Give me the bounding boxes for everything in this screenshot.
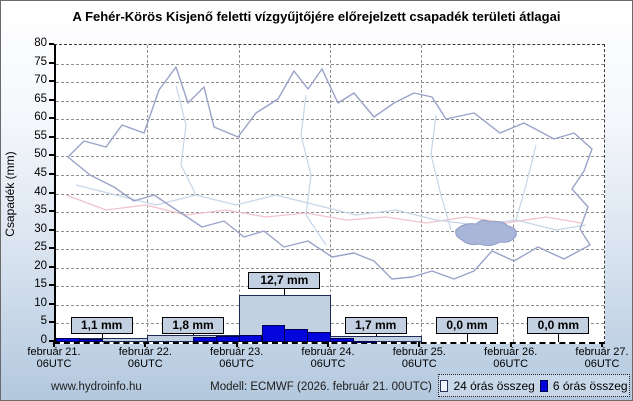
bar-6h xyxy=(261,324,286,342)
bar-6h xyxy=(284,329,309,342)
y-tick-label: 55 xyxy=(34,129,47,142)
value-label-connector xyxy=(558,334,560,342)
value-label: 1,8 mm xyxy=(162,317,224,334)
y-tick-mark xyxy=(49,228,54,231)
y-tick-label: 70 xyxy=(34,74,47,87)
bar-6h xyxy=(193,336,217,342)
y-tick-label: 0 xyxy=(40,334,47,346)
x-tick-label: február 21. 06UTC xyxy=(27,346,81,370)
y-tick-mark xyxy=(49,135,54,138)
y-tick-mark xyxy=(49,321,54,324)
x-tick-label: február 26. 06UTC xyxy=(484,346,538,370)
value-label: 0,0 mm xyxy=(527,317,590,334)
x-tick-mark xyxy=(144,342,147,347)
y-tick-label: 15 xyxy=(34,278,47,291)
y-tick-label: 45 xyxy=(34,166,47,179)
y-tick-mark xyxy=(49,117,54,120)
legend-swatch-24h xyxy=(440,379,449,392)
value-label-connector xyxy=(101,334,103,338)
y-tick-label: 5 xyxy=(40,315,47,328)
value-label-connector xyxy=(375,334,377,336)
website-link[interactable]: www.hydroinfo.hu xyxy=(51,381,142,393)
bar-6h xyxy=(56,338,80,342)
value-label-connector xyxy=(284,288,286,295)
y-tick-mark xyxy=(49,210,54,213)
y-tick-mark xyxy=(49,98,54,101)
y-tick-label: 40 xyxy=(34,185,47,198)
legend-label-24h: 24 órás összeg xyxy=(453,378,535,393)
bar-6h xyxy=(78,338,103,342)
x-tick-label: február 22. 06UTC xyxy=(118,346,172,370)
y-tick-label: 20 xyxy=(34,259,47,272)
y-tick-mark xyxy=(49,284,54,287)
lake-shape xyxy=(455,219,517,247)
gridline-v xyxy=(512,45,514,342)
legend-swatch-6h xyxy=(539,379,548,392)
y-tick-mark xyxy=(49,265,54,268)
y-tick-mark xyxy=(49,172,54,175)
y-tick-mark xyxy=(49,80,54,83)
chart-legend: 24 órás összeg 6 órás összeg xyxy=(438,374,630,397)
y-tick-mark xyxy=(49,61,54,64)
chart-title: A Fehér-Körös Kisjenő feletti vízgyűjtőj… xyxy=(72,9,561,24)
model-run-info: Modell: ECMWF (2026. február 21. 00UTC) xyxy=(210,381,432,393)
x-tick-mark xyxy=(601,342,603,347)
y-tick-label: 65 xyxy=(34,92,47,105)
y-axis-title: Csapadék (mm) xyxy=(3,151,17,237)
bar-6h xyxy=(330,337,354,342)
x-tick-label: február 23. 06UTC xyxy=(210,346,264,370)
y-tick-label: 30 xyxy=(34,222,47,235)
y-tick-mark xyxy=(49,191,54,194)
y-tick-mark xyxy=(49,247,54,250)
bar-6h xyxy=(238,335,263,342)
x-tick-label: február 24. 06UTC xyxy=(301,346,355,370)
y-tick-label: 50 xyxy=(34,148,47,161)
y-tick-label: 25 xyxy=(34,241,47,254)
x-tick-mark xyxy=(235,342,238,347)
x-tick-mark xyxy=(327,342,329,347)
plot-area: 1,1 mm 1,8 mm 12,7 mm 1,7 mm 0,0 mm 0,0 mm xyxy=(54,44,605,344)
value-label: 12,7 mm xyxy=(248,271,321,289)
gridline-v xyxy=(421,45,423,342)
y-tick-mark xyxy=(49,302,54,305)
value-label-connector xyxy=(467,334,468,342)
y-tick-label: 35 xyxy=(34,204,47,217)
bar-6h xyxy=(352,340,377,343)
y-tick-label: 80 xyxy=(34,37,47,49)
legend-label-6h: 6 órás összeg xyxy=(552,378,628,393)
y-tick-label: 75 xyxy=(34,55,47,68)
x-tick-mark xyxy=(53,342,55,347)
value-label: 1,7 mm xyxy=(344,317,407,334)
x-tick-label: február 27. 06UTC xyxy=(575,346,629,370)
y-tick-mark xyxy=(49,154,54,157)
y-tick-label: 10 xyxy=(34,296,47,309)
bar-6h xyxy=(307,331,331,342)
y-tick-mark xyxy=(49,43,54,45)
x-tick-mark xyxy=(418,342,421,347)
value-label-connector xyxy=(193,334,194,336)
y-tick-label: 60 xyxy=(34,111,47,124)
x-tick-label: február 25. 06UTC xyxy=(392,346,446,370)
gridline-v xyxy=(147,45,149,342)
value-label: 0,0 mm xyxy=(436,317,498,334)
x-tick-mark xyxy=(509,342,512,347)
y-tick-mark xyxy=(49,340,54,342)
value-label: 1,1 mm xyxy=(70,317,133,334)
